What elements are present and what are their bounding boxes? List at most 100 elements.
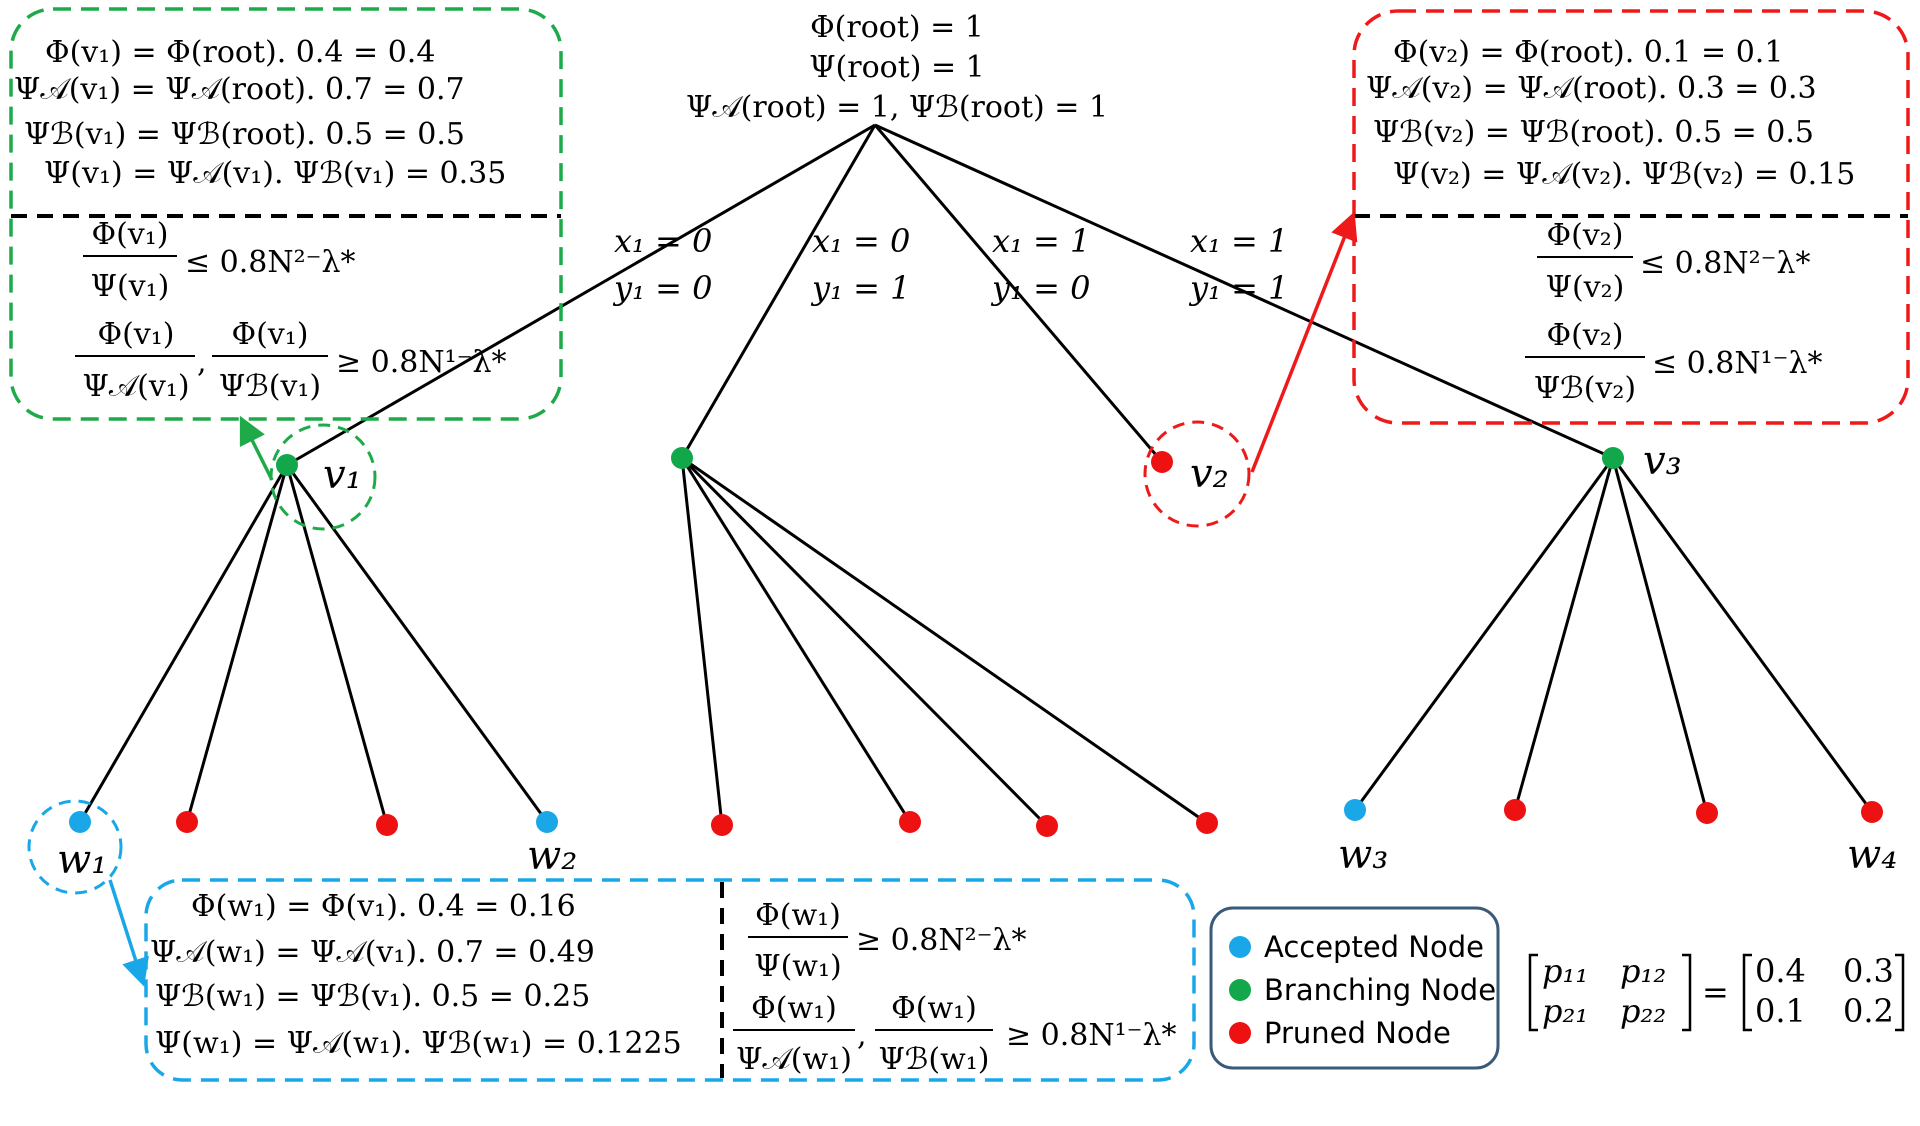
v2-highlight-circle xyxy=(1143,420,1251,528)
edge-v1-w2 xyxy=(285,464,549,823)
edge-label-1-y: y₁ = 0 xyxy=(612,269,712,307)
blue-frac2a-num: Φ(w₁) xyxy=(751,991,837,1026)
legend-accepted-label: Accepted Node xyxy=(1264,930,1484,964)
rhs-right-bracket xyxy=(1895,953,1905,1032)
blue-info-box: Φ(w₁) = Φ(v₁). 0.4 = 0.16 Ψ𝒜(w₁) = Ψ𝒜(v₁… xyxy=(144,878,1196,1082)
red-frac2-rhs: ≤ 0.8N¹⁻λ* xyxy=(1652,346,1823,381)
arrow-v2-to-red-box xyxy=(1250,211,1358,473)
blue-line-1: Φ(w₁) = Φ(v₁). 0.4 = 0.16 xyxy=(191,889,576,924)
green-frac2a-den: Ψ𝒜(v₁) xyxy=(82,369,189,404)
label-v3: v₃ xyxy=(1643,438,1682,484)
node-labels: v₁ v₂ v₃ w₁ w₂ w₃ w₄ xyxy=(57,438,1897,883)
edge-label-2-x: x₁ = 0 xyxy=(812,222,910,260)
blue-frac2-rhs: ≥ 0.8N¹⁻λ* xyxy=(1006,1018,1177,1053)
edge-mid-c3 xyxy=(680,456,1049,828)
lhs-right-bracket xyxy=(1682,953,1692,1032)
red-line-2: Ψ𝒜(v₂) = Ψ𝒜(root). 0.3 = 0.3 xyxy=(1366,71,1817,106)
edge-v1-c2 xyxy=(185,464,289,823)
label-w3: w₃ xyxy=(1338,832,1388,878)
label-w1: w₁ xyxy=(57,837,107,883)
edge-label-4-x: x₁ = 1 xyxy=(1190,222,1288,260)
w1-highlight-circle xyxy=(27,799,123,895)
rhs-a12: 0.3 xyxy=(1843,952,1894,990)
label-v2: v₂ xyxy=(1190,451,1229,497)
label-v1: v₁ xyxy=(323,452,362,498)
node-v2-pruned xyxy=(1151,451,1173,473)
red-frac1-den: Ψ(v₂) xyxy=(1546,270,1625,305)
legend-pruned-dot xyxy=(1229,1022,1251,1044)
red-frac2-num: Φ(v₂) xyxy=(1547,318,1624,353)
legend-branching-label: Branching Node xyxy=(1264,973,1496,1007)
root-label: Φ(root) = 1 Ψ(root) = 1 Ψ𝒜(root) = 1, Ψℬ… xyxy=(686,10,1108,125)
green-frac1-den: Ψ(v₁) xyxy=(91,269,170,304)
edge-root-v2 xyxy=(873,124,1164,463)
edge-label-1-x: x₁ = 0 xyxy=(614,222,712,260)
lhs-p12: p₁₂ xyxy=(1620,952,1666,990)
edge-root-v1 xyxy=(286,123,876,467)
arrow-v1-to-green-box xyxy=(239,415,274,481)
green-line-3: Ψℬ(v₁) = Ψℬ(root). 0.5 = 0.5 xyxy=(24,117,465,152)
blue-frac2-comma: , xyxy=(857,1018,867,1053)
edge-v3-w4 xyxy=(1611,457,1874,813)
red-line-1: Φ(v₂) = Φ(root). 0.1 = 0.1 xyxy=(1393,35,1783,70)
green-frac2-rhs: ≥ 0.8N¹⁻λ* xyxy=(336,345,507,380)
red-line-3: Ψℬ(v₂) = Ψℬ(root). 0.5 = 0.5 xyxy=(1373,115,1814,150)
lhs-left-bracket xyxy=(1528,953,1538,1032)
rhs-left-bracket xyxy=(1742,953,1752,1032)
blue-frac2b-num: Φ(w₁) xyxy=(891,991,977,1026)
green-line-4: Ψ(v₁) = Ψ𝒜(v₁). Ψℬ(v₁) = 0.35 xyxy=(44,156,506,191)
edge-root-mid xyxy=(680,124,877,459)
blue-frac1-num: Φ(w₁) xyxy=(755,898,841,933)
node-v1-child2-pruned xyxy=(176,811,198,833)
tree-edges xyxy=(78,123,1874,828)
node-mid-child3-pruned xyxy=(1036,815,1058,837)
red-line-4: Ψ(v₂) = Ψ𝒜(v₂). Ψℬ(v₂) = 0.15 xyxy=(1393,157,1855,192)
node-w3-accepted xyxy=(1344,799,1366,821)
edge-label-3-y: y₁ = 0 xyxy=(990,269,1090,307)
blue-line-4: Ψ(w₁) = Ψ𝒜(w₁). Ψℬ(w₁) = 0.1225 xyxy=(155,1026,682,1061)
node-mid-child2-pruned xyxy=(899,811,921,833)
node-mid-branching xyxy=(671,447,693,469)
root-phi: Φ(root) = 1 xyxy=(810,10,984,45)
legend-accepted-dot xyxy=(1229,936,1251,958)
red-frac1-rhs: ≤ 0.8N²⁻λ* xyxy=(1640,246,1811,281)
edge-mid-c2 xyxy=(680,457,912,823)
tree-nodes xyxy=(69,447,1883,837)
arrow-w1-to-blue-box xyxy=(108,879,149,987)
lhs-p11: p₁₁ xyxy=(1542,952,1588,990)
blue-frac1-rhs: ≥ 0.8N²⁻λ* xyxy=(856,923,1027,958)
edge-v3-c2 xyxy=(1513,457,1615,811)
green-box-border xyxy=(9,7,563,421)
green-line-2: Ψ𝒜(v₁) = Ψ𝒜(root). 0.7 = 0.7 xyxy=(14,72,465,107)
legend-border xyxy=(1209,906,1500,1070)
root-psi: Ψ(root) = 1 xyxy=(809,50,985,85)
arrows xyxy=(108,211,1358,987)
node-v1-branching xyxy=(276,454,298,476)
node-w4-pruned xyxy=(1861,801,1883,823)
lhs-p21: p₂₁ xyxy=(1542,992,1588,1030)
node-mid-child4-pruned xyxy=(1196,812,1218,834)
green-frac2-comma: , xyxy=(197,345,207,380)
edge-label-2-y: y₁ = 1 xyxy=(810,269,910,307)
green-frac1-num: Φ(v₁) xyxy=(92,217,169,252)
node-mid-child1-pruned xyxy=(711,814,733,836)
node-w1-accepted xyxy=(69,811,91,833)
rhs-a21: 0.1 xyxy=(1755,992,1806,1030)
edge-v3-w3 xyxy=(1353,457,1615,811)
matrix-equals: = xyxy=(1702,973,1729,1011)
blue-frac1-den: Ψ(w₁) xyxy=(754,949,841,984)
lhs-p22: p₂₂ xyxy=(1620,992,1666,1030)
label-w4: w₄ xyxy=(1847,832,1897,878)
rhs-a11: 0.4 xyxy=(1755,952,1806,990)
edge-mid-c1 xyxy=(680,457,724,826)
green-frac2b-num: Φ(v₁) xyxy=(232,317,309,352)
blue-line-3: Ψℬ(w₁) = Ψℬ(v₁). 0.5 = 0.25 xyxy=(155,979,590,1014)
label-w2: w₂ xyxy=(527,833,577,879)
edge-v3-c3 xyxy=(1611,457,1709,814)
edge-label-3-x: x₁ = 1 xyxy=(992,222,1090,260)
node-v3-child2-pruned xyxy=(1504,799,1526,821)
edge-labels: x₁ = 0 y₁ = 0 x₁ = 0 y₁ = 1 x₁ = 1 y₁ = … xyxy=(612,222,1288,307)
red-frac2-den: Ψℬ(v₂) xyxy=(1534,371,1636,406)
green-info-box: Φ(v₁) = Φ(root). 0.4 = 0.4 Ψ𝒜(v₁) = Ψ𝒜(r… xyxy=(9,7,563,421)
